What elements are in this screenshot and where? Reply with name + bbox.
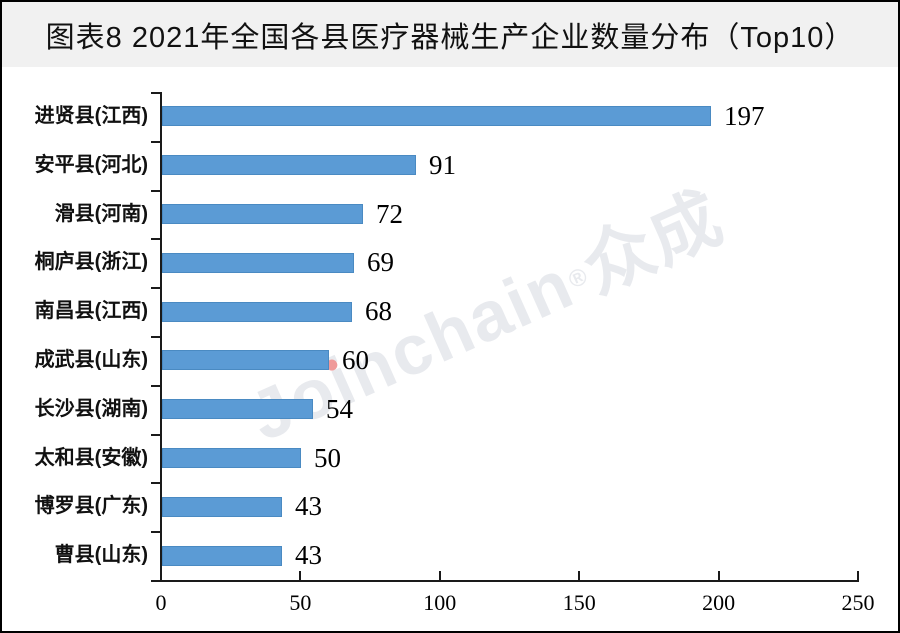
category-label: 进贤县(江西) xyxy=(34,105,148,127)
x-axis-tick xyxy=(857,571,859,580)
value-label: 72 xyxy=(376,198,403,229)
x-axis-tick-label: 50 xyxy=(289,590,312,615)
category-label: 长沙县(湖南) xyxy=(34,397,148,420)
category-label: 曹县(山东) xyxy=(54,544,148,567)
category-label: 太和县(安徽) xyxy=(34,446,148,469)
bar xyxy=(162,350,329,371)
y-axis-tick xyxy=(151,580,160,582)
category-label: 桐庐县(浙江) xyxy=(34,251,148,274)
x-axis-tick xyxy=(717,571,720,580)
value-label: 91 xyxy=(429,149,456,180)
value-label: 69 xyxy=(367,247,394,278)
value-label: 43 xyxy=(295,491,322,522)
bar xyxy=(162,204,363,224)
y-axis-tick xyxy=(151,482,160,485)
bar xyxy=(162,106,711,127)
y-axis-tick xyxy=(151,140,160,143)
value-label: 197 xyxy=(724,101,765,131)
category-label: 安平县(河北) xyxy=(34,153,148,176)
x-axis-tick-label: 0 xyxy=(155,590,167,615)
title-band: 图表8 2021年全国各县医疗器械生产企业数量分布（Top10） xyxy=(2,2,898,67)
x-axis-line xyxy=(160,580,859,582)
bar xyxy=(162,496,282,517)
x-axis-tick-label: 250 xyxy=(841,590,875,615)
bar xyxy=(162,155,416,176)
value-label: 60 xyxy=(342,345,369,375)
bar xyxy=(162,399,313,420)
y-axis-tick xyxy=(151,287,160,290)
value-label: 50 xyxy=(314,442,341,473)
x-axis-tick-label: 200 xyxy=(702,590,736,615)
bar xyxy=(162,252,354,273)
x-axis-tick xyxy=(299,571,302,580)
x-axis-tick xyxy=(438,571,441,580)
category-label: 博罗县(广东) xyxy=(34,495,148,518)
value-label: 43 xyxy=(295,540,322,571)
chart-title: 图表8 2021年全国各县医疗器械生产企业数量分布（Top10） xyxy=(45,21,855,54)
bar xyxy=(162,448,301,468)
category-label: 成武县(山东) xyxy=(34,349,148,371)
x-axis-tick-label: 150 xyxy=(562,590,596,615)
y-axis-tick xyxy=(151,92,160,94)
x-axis-tick xyxy=(578,571,581,580)
y-axis-tick xyxy=(151,238,160,241)
bar xyxy=(162,545,282,566)
value-label: 54 xyxy=(326,393,353,424)
y-axis-line xyxy=(160,92,162,582)
x-axis-tick xyxy=(160,571,162,580)
x-axis-tick-label: 100 xyxy=(423,590,457,615)
y-axis-tick xyxy=(151,384,160,387)
y-axis-tick xyxy=(151,189,160,192)
y-axis-tick xyxy=(151,433,160,436)
category-label: 滑县(河南) xyxy=(54,202,148,225)
y-axis-tick xyxy=(151,336,160,338)
value-label: 68 xyxy=(365,296,392,327)
bar xyxy=(162,301,352,322)
category-label: 南昌县(江西) xyxy=(34,300,148,323)
y-axis-tick xyxy=(151,531,160,534)
